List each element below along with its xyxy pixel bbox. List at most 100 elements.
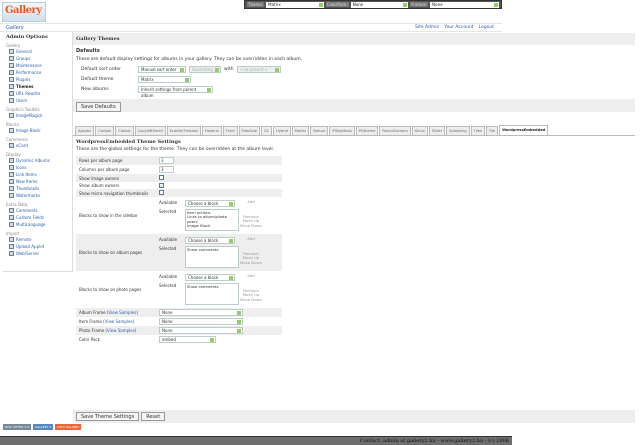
item-frame-samples-link[interactable]: View Samples (104, 319, 133, 324)
tab-wordpressembedded[interactable]: WordpressEmbedded (499, 125, 549, 135)
tab-tiles[interactable]: Tiles (470, 126, 485, 135)
sidebar-item[interactable]: Link Items (6, 171, 69, 178)
rows-input[interactable]: 3 (159, 157, 174, 164)
sidebar-item[interactable]: MultiLanguage (6, 221, 69, 228)
move-down-button[interactable]: Move Down (239, 222, 263, 228)
sidebar-item[interactable]: Dynamic Albums (6, 157, 69, 164)
sidebar-item[interactable]: ImageMagick (6, 112, 69, 119)
sidebar-item[interactable]: Thumbnails (6, 185, 69, 192)
frames-select[interactable]: None (430, 1, 499, 8)
gallery-logo[interactable]: Gallery (2, 2, 46, 22)
tab-classic[interactable]: Classic (115, 126, 134, 135)
move-up-button[interactable]: Move Up (242, 218, 260, 224)
breadcrumb-gallery[interactable]: Gallery (6, 25, 24, 31)
tab-copyleftsmall[interactable]: CopyleftSmall (134, 126, 166, 135)
tab-splashing[interactable]: Splashing (446, 126, 470, 135)
theme-select[interactable]: Matrix (266, 1, 324, 8)
image-owners-checkbox[interactable] (159, 175, 164, 180)
remove-block-button[interactable]: Remove (243, 251, 259, 256)
presort-select[interactable]: « no presort » (236, 65, 281, 73)
tab-slider[interactable]: Slider (428, 126, 446, 135)
sidebar-item[interactable]: eCard (6, 142, 69, 149)
admin-option-icon (9, 165, 14, 170)
move-down-button[interactable]: Move Down (239, 296, 263, 302)
move-down-button[interactable]: Move Down (239, 259, 263, 265)
sidebar-item[interactable]: Custom Fields (6, 214, 69, 221)
sidebar-item[interactable]: Themes (6, 83, 69, 90)
photo-frame-select[interactable]: None (159, 327, 243, 334)
selected-block-item[interactable]: Links to album/photo peers (187, 214, 228, 224)
tab-ajaxian[interactable]: Ajaxian (75, 126, 95, 135)
logout-link[interactable]: Logout (478, 25, 494, 30)
site-admin-link[interactable]: Site Admin (414, 25, 440, 30)
tab-siriux[interactable]: Siriux (411, 126, 428, 135)
sidebar-item[interactable]: Remote (6, 236, 69, 243)
tab-g1[interactable]: G1 (260, 126, 273, 135)
cols-input[interactable]: 3 (159, 166, 174, 173)
colorpack-select[interactable]: None (350, 1, 409, 8)
tab-carbon[interactable]: Carbon (95, 126, 115, 135)
your-account-link[interactable]: Your Account (444, 25, 474, 30)
tab-eclecticthreads[interactable]: EclecticThreads (166, 126, 201, 135)
sidebar-item[interactable]: Upload Applet (6, 243, 69, 250)
sidebar-item[interactable]: Image Block (6, 127, 69, 134)
admin-option-icon (9, 84, 14, 89)
sidebar-item[interactable]: Icons (6, 164, 69, 171)
colorpack-select[interactable]: embed (159, 336, 216, 343)
selected-blocks-list[interactable]: Show comments (185, 283, 239, 305)
tab-fluid[interactable]: Fluid (222, 126, 238, 135)
item-frame-select[interactable]: None (159, 318, 243, 325)
remove-block-button[interactable]: Remove (243, 214, 259, 219)
tab-fotosale[interactable]: FotoSale (238, 126, 260, 135)
selected-block-item[interactable]: Show comments (187, 247, 219, 252)
help-gallery-badge[interactable]: HELP GALLERY (55, 424, 82, 430)
sidebar-item[interactable]: General (6, 48, 69, 55)
sidebar-item[interactable]: Performance (6, 69, 69, 76)
sidebar-item[interactable]: Groups (6, 55, 69, 62)
tab-hybrid[interactable]: Hybrid (273, 126, 291, 135)
add-block-button[interactable]: Add (247, 199, 255, 204)
sidebar-item[interactable]: Plugins (6, 76, 69, 83)
sidebar-item[interactable]: Users (6, 97, 69, 104)
available-blocks-select[interactable]: Choose a block (185, 237, 235, 244)
sidebar-item[interactable]: Watermarks (6, 192, 69, 199)
add-block-button[interactable]: Add (247, 273, 255, 278)
default-theme-select[interactable]: Matrix (138, 75, 191, 83)
sidebar-item[interactable]: Maintenance (6, 62, 69, 69)
selected-blocks-list[interactable]: Show comments (185, 246, 239, 268)
selected-block-item[interactable]: Item actions (187, 210, 211, 215)
sidebar-item[interactable]: URL Rewrite (6, 90, 69, 97)
remove-block-button[interactable]: Remove (243, 288, 259, 293)
xhtml-badge[interactable]: W3C XHTML 1.0 (3, 424, 32, 430)
album-owners-checkbox[interactable]: ✓ (159, 183, 164, 188)
tab-nature[interactable]: Nature (310, 126, 329, 135)
tab-roundcorners[interactable]: RoundCorners (379, 126, 411, 135)
tab-pgtheme[interactable]: PGtheme (355, 126, 379, 135)
micro-nav-checkbox[interactable] (159, 190, 164, 195)
gallery-badge[interactable]: GALLERY 2 (33, 424, 54, 430)
selected-block-item[interactable]: Show comments (187, 284, 219, 289)
available-blocks-select[interactable]: Choose a block (185, 200, 235, 207)
tab-flashrix[interactable]: Flashrix (201, 126, 222, 135)
photo-frame-samples-link[interactable]: View Samples (107, 328, 135, 333)
add-block-button[interactable]: Add (247, 236, 255, 241)
selected-block-item[interactable]: Image Block (187, 222, 211, 228)
move-up-button[interactable]: Move Up (242, 292, 260, 298)
tab-tile[interactable]: Tile (485, 126, 499, 135)
new-albums-select[interactable]: Inherit settings from parent album (138, 85, 213, 98)
album-frame-select[interactable]: None (159, 309, 243, 316)
tab-pglightbox[interactable]: PGlightbox (329, 126, 355, 135)
reset-button[interactable]: Reset (141, 412, 166, 421)
tab-matrix[interactable]: Matrix (291, 126, 310, 135)
sidebar-item[interactable]: Web/Server (6, 250, 69, 257)
sort-direction-select[interactable]: Ascending (189, 65, 221, 73)
sidebar-item[interactable]: New Items (6, 178, 69, 185)
sidebar-item[interactable]: Comments (6, 207, 69, 214)
available-blocks-select[interactable]: Choose a block (185, 274, 235, 281)
selected-blocks-list[interactable]: Item actions Links to album/photo peers Im… (185, 209, 239, 231)
save-defaults-button[interactable]: Save Defaults (76, 102, 121, 112)
move-up-button[interactable]: Move Up (242, 255, 260, 261)
album-frame-samples-link[interactable]: View Samples (108, 310, 137, 315)
save-theme-settings-button[interactable]: Save Theme Settings (76, 412, 140, 421)
sort-order-select[interactable]: Manual sort order (138, 65, 186, 73)
